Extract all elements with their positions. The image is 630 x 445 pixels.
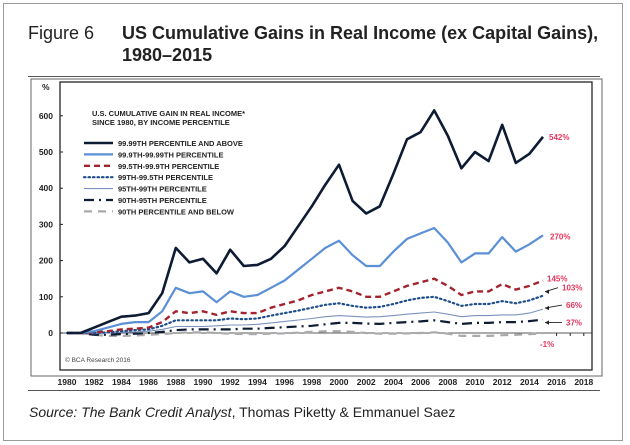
legend-label: 95TH-99TH PERCENTILE	[118, 185, 207, 194]
chart-frame	[30, 78, 603, 377]
x-tick-label: 1998	[302, 377, 321, 387]
figure-label: Figure 6	[28, 23, 95, 43]
series-line	[67, 226, 544, 335]
end-labels: 542% 270% 145%103% 66% 37% -1%	[540, 133, 582, 349]
source-italic: Source: The Bank Credit Analyst	[29, 404, 232, 420]
x-tick-label: 2004	[384, 377, 403, 387]
y-tick-label: 500	[39, 147, 53, 157]
end-value-label: -1%	[540, 340, 554, 349]
y-tick-label: 100	[39, 292, 53, 302]
series-line	[67, 308, 544, 335]
arrow-head-icon	[545, 320, 549, 325]
x-tick-label: 1994	[248, 377, 267, 387]
end-value-label: 103%	[562, 284, 582, 293]
y-tick-label: 200	[39, 256, 53, 266]
x-tick-label: 1996	[275, 377, 294, 387]
x-tick-label: 1980	[58, 377, 77, 387]
legend: U.S. CUMULATIVE GAIN IN REAL INCOME* SIN…	[82, 109, 245, 216]
end-value-label: 145%	[547, 275, 567, 284]
y-tick-label: 300	[39, 219, 53, 229]
series-line	[65, 294, 545, 335]
series-line	[67, 318, 544, 336]
chart-subtitle-line-2: SINCE 1980, BY INCOME PERCENTILE	[92, 118, 230, 127]
x-tick-label: 2000	[330, 377, 349, 387]
arrow-head-icon	[545, 305, 549, 311]
x-tick-label: 1982	[85, 377, 104, 387]
x-tick-label: 2012	[493, 377, 512, 387]
series-line	[67, 330, 544, 337]
x-tick-label: 1984	[112, 377, 131, 387]
bottom-divider	[28, 390, 600, 391]
y-tick-label: 400	[39, 183, 53, 193]
top-divider	[28, 76, 600, 77]
x-tick-label: 2014	[520, 377, 539, 387]
legend-label: 99.99TH PERCENTILE AND ABOVE	[118, 139, 243, 148]
end-value-label: 66%	[566, 301, 582, 310]
figure-frame	[3, 3, 623, 441]
x-tick-label: 2016	[547, 377, 566, 387]
x-tick-label: 2002	[357, 377, 376, 387]
series-lines	[65, 109, 545, 337]
end-value-label: 270%	[550, 232, 570, 241]
x-tick-label: 1992	[221, 377, 240, 387]
chart-subtitle-line-1: U.S. CUMULATIVE GAIN IN REAL INCOME*	[92, 109, 245, 118]
end-value-label: 37%	[566, 319, 582, 328]
x-tick-label: 2010	[466, 377, 485, 387]
series-line	[67, 109, 545, 335]
legend-label: 99.9TH-99.99TH PERCENTILE	[118, 150, 223, 159]
source-note: Source: The Bank Credit Analyst, Thomas …	[29, 404, 455, 420]
figure-title: US Cumulative Gains in Real Income (ex C…	[122, 23, 599, 65]
arrow-head-icon	[545, 289, 549, 294]
legend-label: 99TH-99.5TH PERCENTILE	[118, 173, 213, 182]
x-tick-label: 2008	[438, 377, 457, 387]
end-value-label: 542%	[549, 133, 569, 142]
y-tick-label: 600	[39, 111, 53, 121]
x-tick-label: 1986	[139, 377, 158, 387]
x-axis: 1980 1982 1984 1986 1988 1990 1992 1994 1996 1998…	[58, 332, 594, 387]
copyright: © BCA Research 2016	[65, 356, 131, 364]
y-tick-label: 0	[48, 328, 53, 338]
x-tick-label: 1990	[194, 377, 213, 387]
x-tick-label: 2006	[411, 377, 430, 387]
legend-label: 99.5TH-99.9TH PERCENTILE	[118, 162, 219, 171]
x-tick-label: 2018	[574, 377, 593, 387]
legend-label: 90TH-95TH PERCENTILE	[118, 196, 207, 205]
y-axis-label: %	[42, 82, 50, 92]
source-rest: , Thomas Piketty & Emmanuel Saez	[231, 404, 456, 420]
legend-label: 90TH PERCENTILE AND BELOW	[118, 207, 235, 216]
x-tick-label: 1988	[166, 377, 185, 387]
